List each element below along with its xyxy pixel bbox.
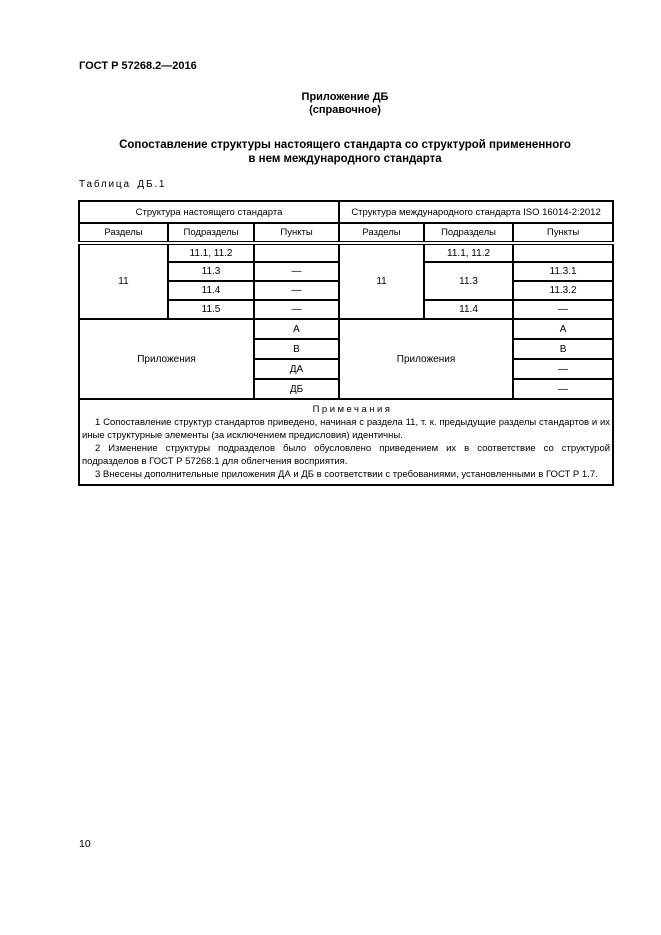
column-header: Пункты — [252, 222, 341, 245]
table-cell: 11.3.1 — [512, 261, 615, 282]
group-header-left: Структура настоящего стандарта — [77, 200, 341, 224]
table-cell: 11.3 — [167, 261, 255, 282]
table-cell: 11.4 — [423, 299, 515, 320]
table-cell: 11.3.2 — [512, 280, 615, 301]
table-cell: — — [252, 261, 341, 282]
table-notes-row: Примечания 1 Сопоставление структур стан… — [77, 398, 615, 486]
table-row: 11.4 — 11.3.2 — [79, 280, 615, 301]
table-cell: — — [512, 358, 615, 380]
table-column-header-row: Разделы Подразделы Пункты Разделы Подраз… — [78, 222, 615, 245]
table-cell: 11.1, 11.2 — [167, 242, 255, 263]
appendix-header: Приложение ДБ (справочное) — [78, 91, 612, 117]
table-cell: 11.1, 11.2 — [423, 242, 515, 263]
table-caption: Таблица ДБ.1 — [79, 179, 167, 190]
table-row: ДА — — [79, 358, 615, 380]
document-code: ГОСТ Р 57268.2—2016 — [79, 60, 197, 72]
table-cell: ДБ — [252, 378, 341, 400]
table-cell: ДА — [252, 358, 341, 380]
table-row: 11 11.1, 11.2 11 11.1, 11.2 — [78, 242, 615, 320]
note-item: 1 Сопоставление структур стандартов прив… — [82, 417, 611, 441]
table-cell: 11.5 — [167, 299, 255, 320]
appendix-label: Приложение ДБ — [301, 91, 389, 103]
table-row: ДБ — — [79, 378, 615, 400]
appendix-kind: (справочное) — [309, 104, 381, 116]
table-row: 11.3 — 11.3 11.3.1 — [79, 261, 615, 301]
group-header-right: Структура международного стандарта ISO 1… — [338, 200, 615, 224]
note-item: 2 Изменение структуры подразделов было о… — [82, 443, 611, 467]
table-cell: — — [252, 299, 341, 320]
table-cell: В — [512, 338, 615, 360]
document-title-line1: Сопоставление структуры настоящего станд… — [119, 139, 571, 151]
column-header: Пункты — [512, 222, 615, 245]
note-item: 3 Внесены дополнительные приложения ДА и… — [95, 469, 598, 480]
column-header: Разделы — [78, 222, 169, 245]
table-cell: — — [512, 378, 615, 400]
table-cell: — — [512, 299, 615, 320]
table-cell-appendices-right: Приложения — [338, 318, 515, 400]
table-cell — [252, 242, 341, 263]
column-header: Подразделы — [423, 222, 515, 245]
table-cell — [512, 242, 615, 263]
table-cell-section-right: 11 — [338, 242, 426, 320]
table-cell-section-left: 11 — [78, 242, 169, 320]
table-cell: В — [252, 338, 341, 360]
table-row: В В — [79, 338, 615, 360]
table-notes-cell: Примечания 1 Сопоставление структур стан… — [77, 398, 615, 486]
table-cell: А — [252, 318, 341, 340]
table-cell-appendices-left: Приложения — [78, 318, 255, 400]
column-header: Разделы — [338, 222, 426, 245]
table-cell: — — [252, 280, 341, 301]
notes-heading: Примечания — [312, 404, 393, 415]
page-number: 10 — [79, 838, 91, 850]
structure-comparison-table: Структура настоящего стандарта Структура… — [77, 200, 615, 486]
column-header: Подразделы — [167, 222, 255, 245]
table-cell: 11.3 — [423, 261, 515, 301]
table-group-header-row: Структура настоящего стандарта Структура… — [77, 200, 615, 224]
table-row: 11.5 — 11.4 — — [79, 299, 615, 320]
document-title-line2: в нем международного стандарта — [248, 152, 442, 165]
table-cell: А — [512, 318, 615, 340]
document-title: Сопоставление структуры настоящего станд… — [78, 139, 612, 166]
table-row: Приложения А Приложения А — [78, 318, 615, 400]
table-cell: 11.4 — [167, 280, 255, 301]
